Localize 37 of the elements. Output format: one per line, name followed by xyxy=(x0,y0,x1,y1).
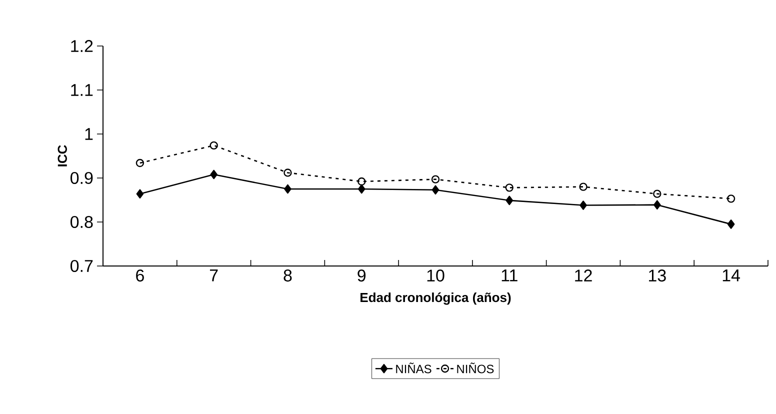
x-tick-label: 6 xyxy=(136,270,144,282)
point xyxy=(136,189,144,198)
point xyxy=(284,168,292,177)
point xyxy=(579,182,588,191)
x-tick-label: 11 xyxy=(502,270,518,282)
y-tick-label: 1.1 xyxy=(71,84,93,96)
point xyxy=(654,200,661,210)
point xyxy=(358,184,366,194)
legend-label: NIÑOS xyxy=(457,362,494,374)
y-tick-label: 0.8 xyxy=(70,216,93,228)
point xyxy=(432,185,440,195)
point xyxy=(580,200,587,210)
y-tick-label: 1 xyxy=(85,128,93,140)
point xyxy=(358,177,366,186)
y-tick-label: 0.7 xyxy=(70,260,93,272)
x-tick-label: 10 xyxy=(427,270,444,282)
point xyxy=(431,175,440,184)
y-tick-label: 0.9 xyxy=(70,172,93,184)
point xyxy=(505,184,514,192)
x-tick-label: 8 xyxy=(284,270,292,282)
point xyxy=(653,190,662,198)
point xyxy=(136,158,144,168)
point xyxy=(727,220,735,229)
x-tick-label: 13 xyxy=(649,270,666,282)
x-tick-label: 14 xyxy=(722,270,740,282)
point xyxy=(726,194,736,203)
x-tick-label: 9 xyxy=(358,270,366,282)
point xyxy=(284,184,292,194)
x-axis-title: Edad cronológica (años) xyxy=(360,292,511,305)
point xyxy=(210,141,218,150)
point xyxy=(210,170,218,180)
x-tick-label: 7 xyxy=(210,270,218,282)
y-tick-label: 1.2 xyxy=(71,40,93,52)
point xyxy=(506,196,514,206)
x-tick-label: 12 xyxy=(575,270,592,282)
legend-label: NIÑAS xyxy=(396,362,432,374)
y-axis-title: ICC xyxy=(58,145,67,166)
